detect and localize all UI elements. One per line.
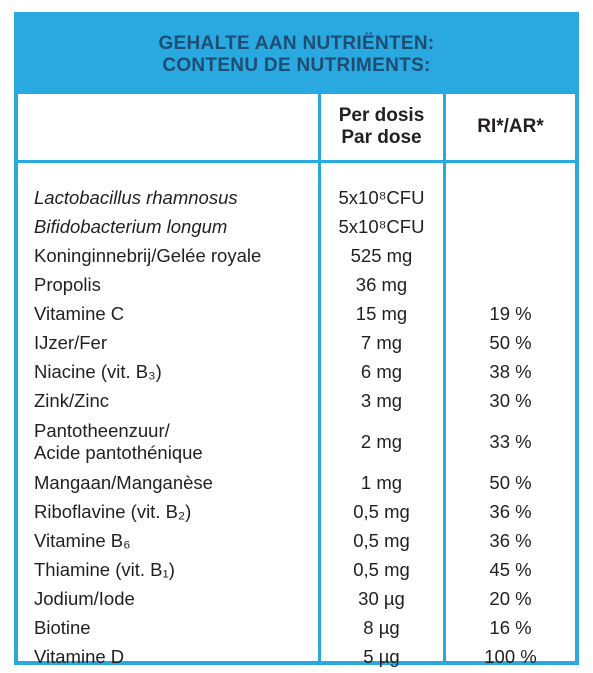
title-band: GEHALTE AAN NUTRIËNTEN: CONTENU DE NUTRI… (18, 16, 575, 94)
ri-value: 19 % (489, 302, 532, 324)
column-header: RI*/AR* (477, 116, 544, 137)
dose-value: 30 µg (358, 587, 405, 609)
dose-value: 0,5 mg (353, 500, 410, 522)
ri-value: 16 % (489, 616, 532, 638)
table-frame: GEHALTE AAN NUTRIËNTEN: CONTENU DE NUTRI… (14, 12, 579, 667)
ri-value: 50 % (489, 331, 532, 353)
row-label: Vitamine D (34, 645, 125, 667)
row-label: Niacine (vit. B₃) (34, 360, 162, 382)
dose-value: 8 µg (363, 616, 400, 638)
row-label: Propolis (34, 273, 101, 295)
dose-value: 525 mg (350, 244, 413, 266)
ri-value: 36 % (489, 500, 532, 522)
dose-value: 5x10⁸CFU (338, 186, 425, 208)
ri-value: 20 % (489, 587, 532, 609)
divider (318, 94, 321, 661)
ri-value: 100 % (484, 645, 537, 667)
row-label: Koninginnebrij/Gelée royale (34, 244, 262, 266)
title-line: CONTENU DE NUTRIMENTS: (162, 55, 431, 76)
ri-value: 45 % (489, 558, 532, 580)
row-label: Vitamine B₆ (34, 529, 131, 551)
dose-value: 5x10⁸CFU (338, 215, 425, 237)
ri-value: 33 % (489, 430, 532, 452)
row-label: Mangaan/Manganèse (34, 471, 213, 493)
ri-value: 36 % (489, 529, 532, 551)
row-label: Zink/Zinc (34, 389, 110, 411)
dose-value: 0,5 mg (353, 558, 410, 580)
row-label: Bifidobacterium longum (34, 215, 228, 237)
ri-value: 30 % (489, 389, 532, 411)
dose-value: 2 mg (360, 430, 403, 452)
column-header: Per dosis Par dose (338, 105, 425, 148)
dose-value: 6 mg (360, 360, 403, 382)
row-label: Jodium/Iode (34, 587, 135, 609)
dose-value: 0,5 mg (353, 529, 410, 551)
divider (18, 160, 575, 163)
row-label: Vitamine C (34, 302, 125, 324)
dose-value: 36 mg (355, 273, 408, 295)
dose-value: 5 µg (363, 645, 400, 667)
row-label: Lactobacillus rhamnosus (34, 186, 238, 208)
row-label: IJzer/Fer (34, 331, 107, 353)
row-label: Pantotheenzuur/ Acide pantothénique (34, 419, 203, 463)
row-label: Biotine (34, 616, 91, 638)
dose-value: 7 mg (360, 331, 403, 353)
dose-value: 3 mg (360, 389, 403, 411)
divider (443, 94, 446, 661)
dose-value: 1 mg (360, 471, 403, 493)
ri-value: 50 % (489, 471, 532, 493)
row-label: Riboflavine (vit. B₂) (34, 500, 192, 522)
dose-value: 15 mg (355, 302, 408, 324)
title-line: GEHALTE AAN NUTRIËNTEN: (158, 33, 435, 54)
ri-value: 38 % (489, 360, 532, 382)
row-label: Thiamine (vit. B₁) (34, 558, 175, 580)
